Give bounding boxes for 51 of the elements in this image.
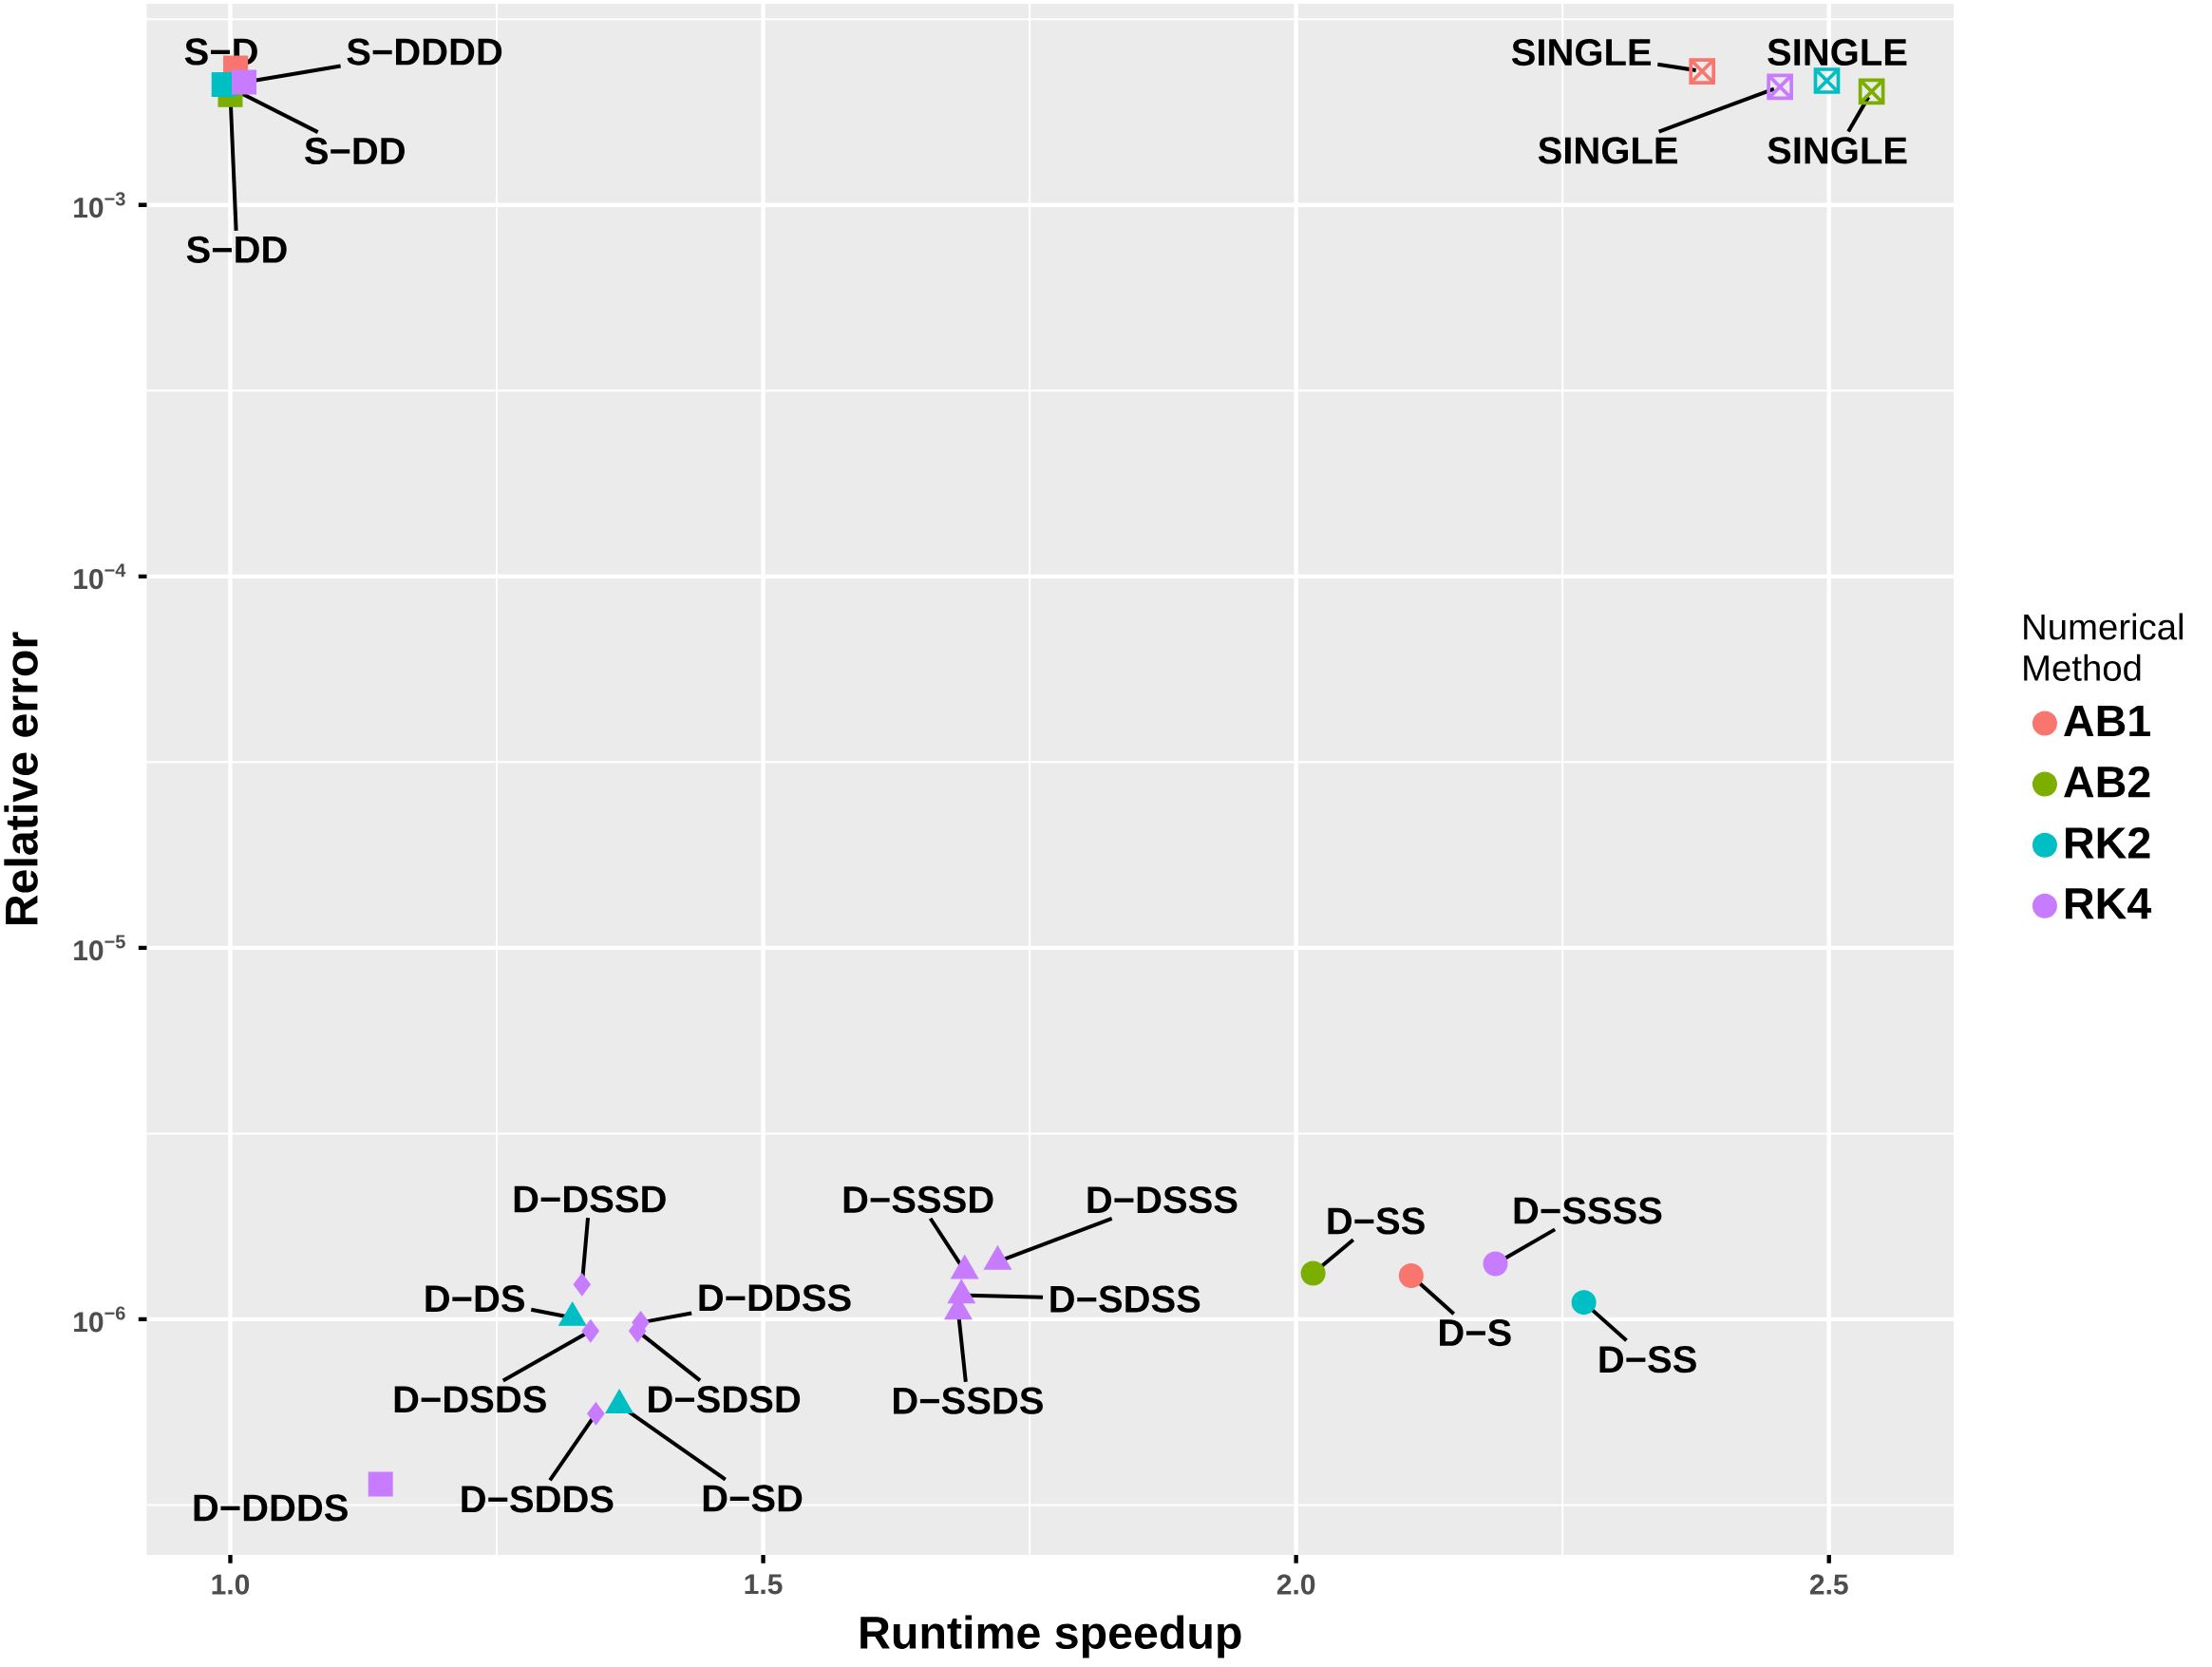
annotation: S−DD <box>186 236 287 263</box>
x-tick-label: 1.0 <box>212 1574 250 1595</box>
annotation: D−SSSS <box>1514 1197 1662 1224</box>
annotation: D−SSSD <box>843 1185 993 1214</box>
x-tick-label: 2.5 <box>1809 1574 1848 1595</box>
annotation: D−SDSD <box>649 1386 801 1413</box>
annotation: SINGLE <box>1538 137 1677 164</box>
legend-label: RK2 <box>2066 826 2150 859</box>
x-tick-label: 2.0 <box>1276 1574 1315 1595</box>
x-tick-label: 1.5 <box>745 1574 783 1595</box>
annotation: S−DDDD <box>347 38 502 66</box>
annotation: D−SDSS <box>1050 1285 1201 1313</box>
annotation: D−DSDS <box>394 1386 546 1413</box>
point <box>1571 1290 1597 1316</box>
annotation: D−SS <box>1599 1346 1696 1373</box>
point <box>581 1319 599 1343</box>
annotation: D−DSSD <box>514 1185 666 1213</box>
annotation: D−SS <box>1328 1207 1425 1235</box>
point <box>1300 1260 1326 1286</box>
legend-title: Numerical Method <box>2024 613 2184 681</box>
point <box>1813 67 1841 94</box>
annotation: D−DS <box>425 1285 524 1313</box>
annotation: SINGLE <box>1511 38 1652 66</box>
annotation: D−DSSS <box>1087 1186 1238 1214</box>
y-tick-label: 10$^{−6}$ <box>74 1306 125 1333</box>
annotation: D−SDDS <box>462 1486 614 1513</box>
annotation: SINGLE <box>1768 137 1907 164</box>
annotation: D−SD <box>703 1485 803 1512</box>
annotation: SINGLE <box>1768 38 1907 66</box>
legend-label: AB2 <box>2064 766 2150 798</box>
legend-label: AB1 <box>2064 705 2151 737</box>
annotation: D−DDSS <box>699 1284 851 1312</box>
annotation: D−DDDS <box>194 1494 348 1522</box>
legend-label: RK4 <box>2066 888 2152 919</box>
point <box>1689 58 1716 85</box>
point <box>232 69 257 95</box>
y-tick-label: 10$^{−4}$ <box>74 563 126 590</box>
point <box>1398 1263 1424 1289</box>
y-tick-label: 10$^{−3}$ <box>74 192 125 218</box>
annotation: D−SSDS <box>894 1387 1043 1414</box>
x-axis-title: Runtime speedup <box>860 1615 1241 1658</box>
point <box>587 1402 605 1426</box>
y-axis-title: Relative error <box>4 632 38 925</box>
point <box>1858 78 1885 105</box>
point <box>1483 1251 1508 1277</box>
point <box>573 1273 591 1297</box>
annotation: D−S <box>1440 1318 1511 1347</box>
point <box>368 1471 393 1497</box>
annotation: S−DD <box>304 137 405 165</box>
y-tick-label: 10$^{−5}$ <box>74 935 125 961</box>
point <box>1767 73 1793 101</box>
